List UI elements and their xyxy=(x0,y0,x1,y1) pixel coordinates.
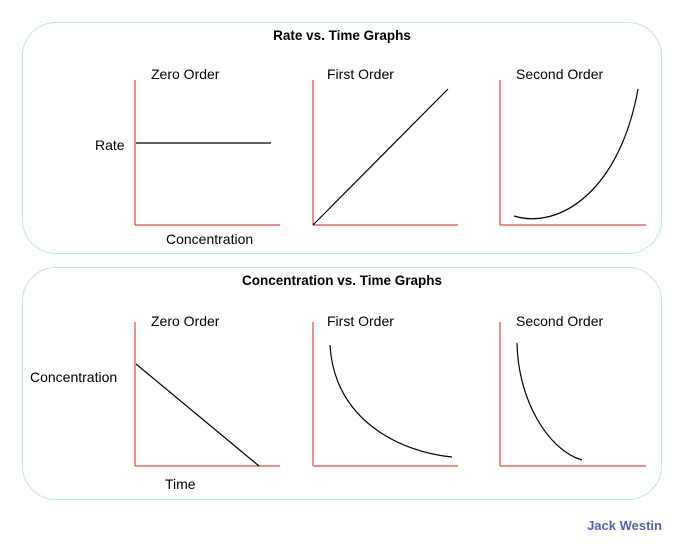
conc-zero-order-title: Zero Order xyxy=(151,313,220,329)
rate-panel-title: Rate vs. Time Graphs xyxy=(273,28,411,43)
conc-x-axis-label: Time xyxy=(165,476,196,492)
brand-logo-text: Jack Westin xyxy=(587,518,662,533)
conc-second-order-title: Second Order xyxy=(516,313,604,329)
conc-y-axis-label: Concentration xyxy=(30,369,118,385)
rate-zero-order-title: Zero Order xyxy=(151,66,220,82)
conc-first-order-title: First Order xyxy=(327,313,394,329)
conc-zero-order-curve xyxy=(135,363,260,467)
rate-second-order-curve xyxy=(513,88,639,220)
rate-second-order-title: Second Order xyxy=(516,66,604,82)
rate-first-order-title: First Order xyxy=(327,66,394,82)
concentration-panel-title: Concentration vs. Time Graphs xyxy=(241,273,443,288)
rate-y-axis-label: Rate xyxy=(95,137,125,153)
rate-first-order-curve xyxy=(312,88,449,226)
rate-x-axis-label: Concentration xyxy=(166,231,254,247)
conc-first-order-curve xyxy=(329,344,453,458)
rate-vs-time-panel: Rate vs. Time Graphs xyxy=(22,22,662,254)
conc-second-order-curve xyxy=(516,342,583,461)
concentration-vs-time-panel: Concentration vs. Time Graphs xyxy=(22,267,662,500)
